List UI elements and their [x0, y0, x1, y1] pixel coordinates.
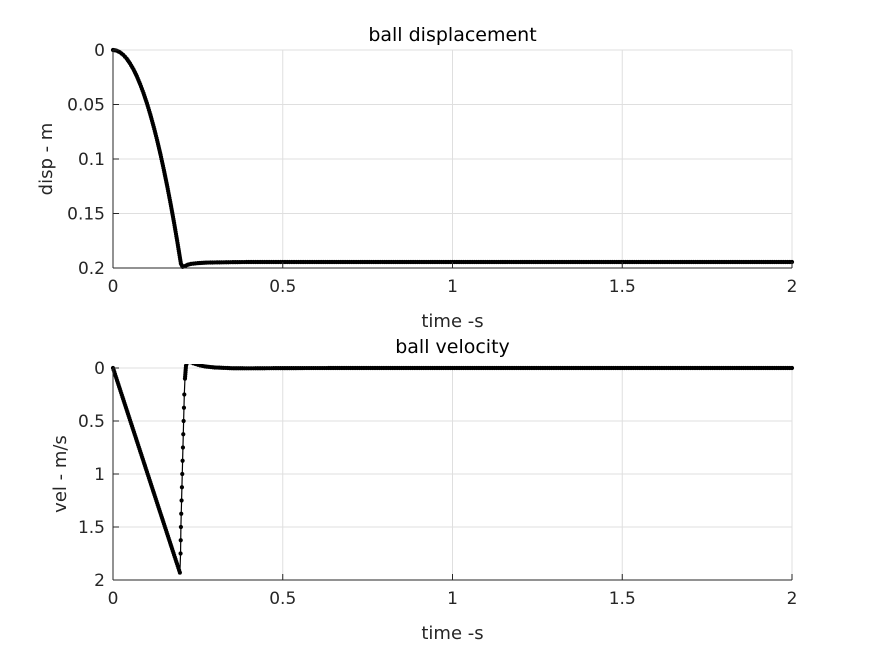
data-point: [789, 365, 795, 371]
data-point: [180, 458, 185, 463]
x-tick-label: 1.5: [609, 277, 636, 297]
x-tick-label: 2: [787, 277, 798, 297]
x-tick-label: 0.5: [269, 589, 296, 609]
data-point: [182, 392, 187, 397]
data-point: [185, 364, 189, 365]
x-axis-label: time -s: [421, 623, 483, 644]
x-tick-label: 2: [787, 589, 798, 609]
data-point: [179, 498, 184, 503]
data-point: [179, 511, 184, 516]
y-tick-label: 0.2: [78, 259, 105, 279]
data-point: [180, 471, 185, 477]
y-tick-label: 0.5: [78, 412, 105, 432]
series-0: [110, 360, 795, 575]
x-tick-label: 0.5: [269, 277, 296, 297]
x-tick-label: 1.5: [609, 589, 636, 609]
data-point: [179, 485, 185, 490]
data-point: [186, 360, 190, 364]
y-tick-label: 0.05: [67, 96, 105, 116]
chart-title: ball displacement: [368, 24, 536, 46]
data-point: [181, 432, 186, 437]
y-tick-label: 0.15: [67, 205, 105, 225]
y-axis-label: vel - m/s: [50, 435, 71, 513]
subplot-displacement: 0 0.5 1 1.5 2 0 0.05 0.1 0.15 0.2 ball displacemen…: [36, 24, 797, 332]
y-tick-label: 0.1: [78, 150, 105, 170]
data-point: [178, 538, 183, 543]
x-tick-label: 0: [108, 277, 119, 297]
data-point: [181, 418, 186, 424]
y-tick-label: 0: [94, 41, 105, 61]
y-tick-label: 1: [94, 465, 105, 485]
x-tick-label: 0: [108, 589, 119, 609]
data-point: [181, 405, 187, 410]
chart-title: ball velocity: [395, 336, 510, 358]
series-0: [110, 47, 795, 270]
data-point: [189, 364, 192, 365]
x-tick-label: 1: [447, 277, 458, 297]
x-axis-label: time -s: [421, 311, 483, 332]
data-point: [180, 445, 186, 450]
x-tick-label: 1: [447, 589, 458, 609]
data-point: [178, 551, 183, 556]
y-tick-label: 1.5: [78, 518, 105, 538]
y-tick-label: 2: [94, 571, 105, 591]
data-point: [177, 570, 182, 575]
y-tick-label: 0: [94, 359, 105, 379]
y-axis-label: disp - m: [36, 123, 57, 196]
data-point: [178, 524, 183, 530]
